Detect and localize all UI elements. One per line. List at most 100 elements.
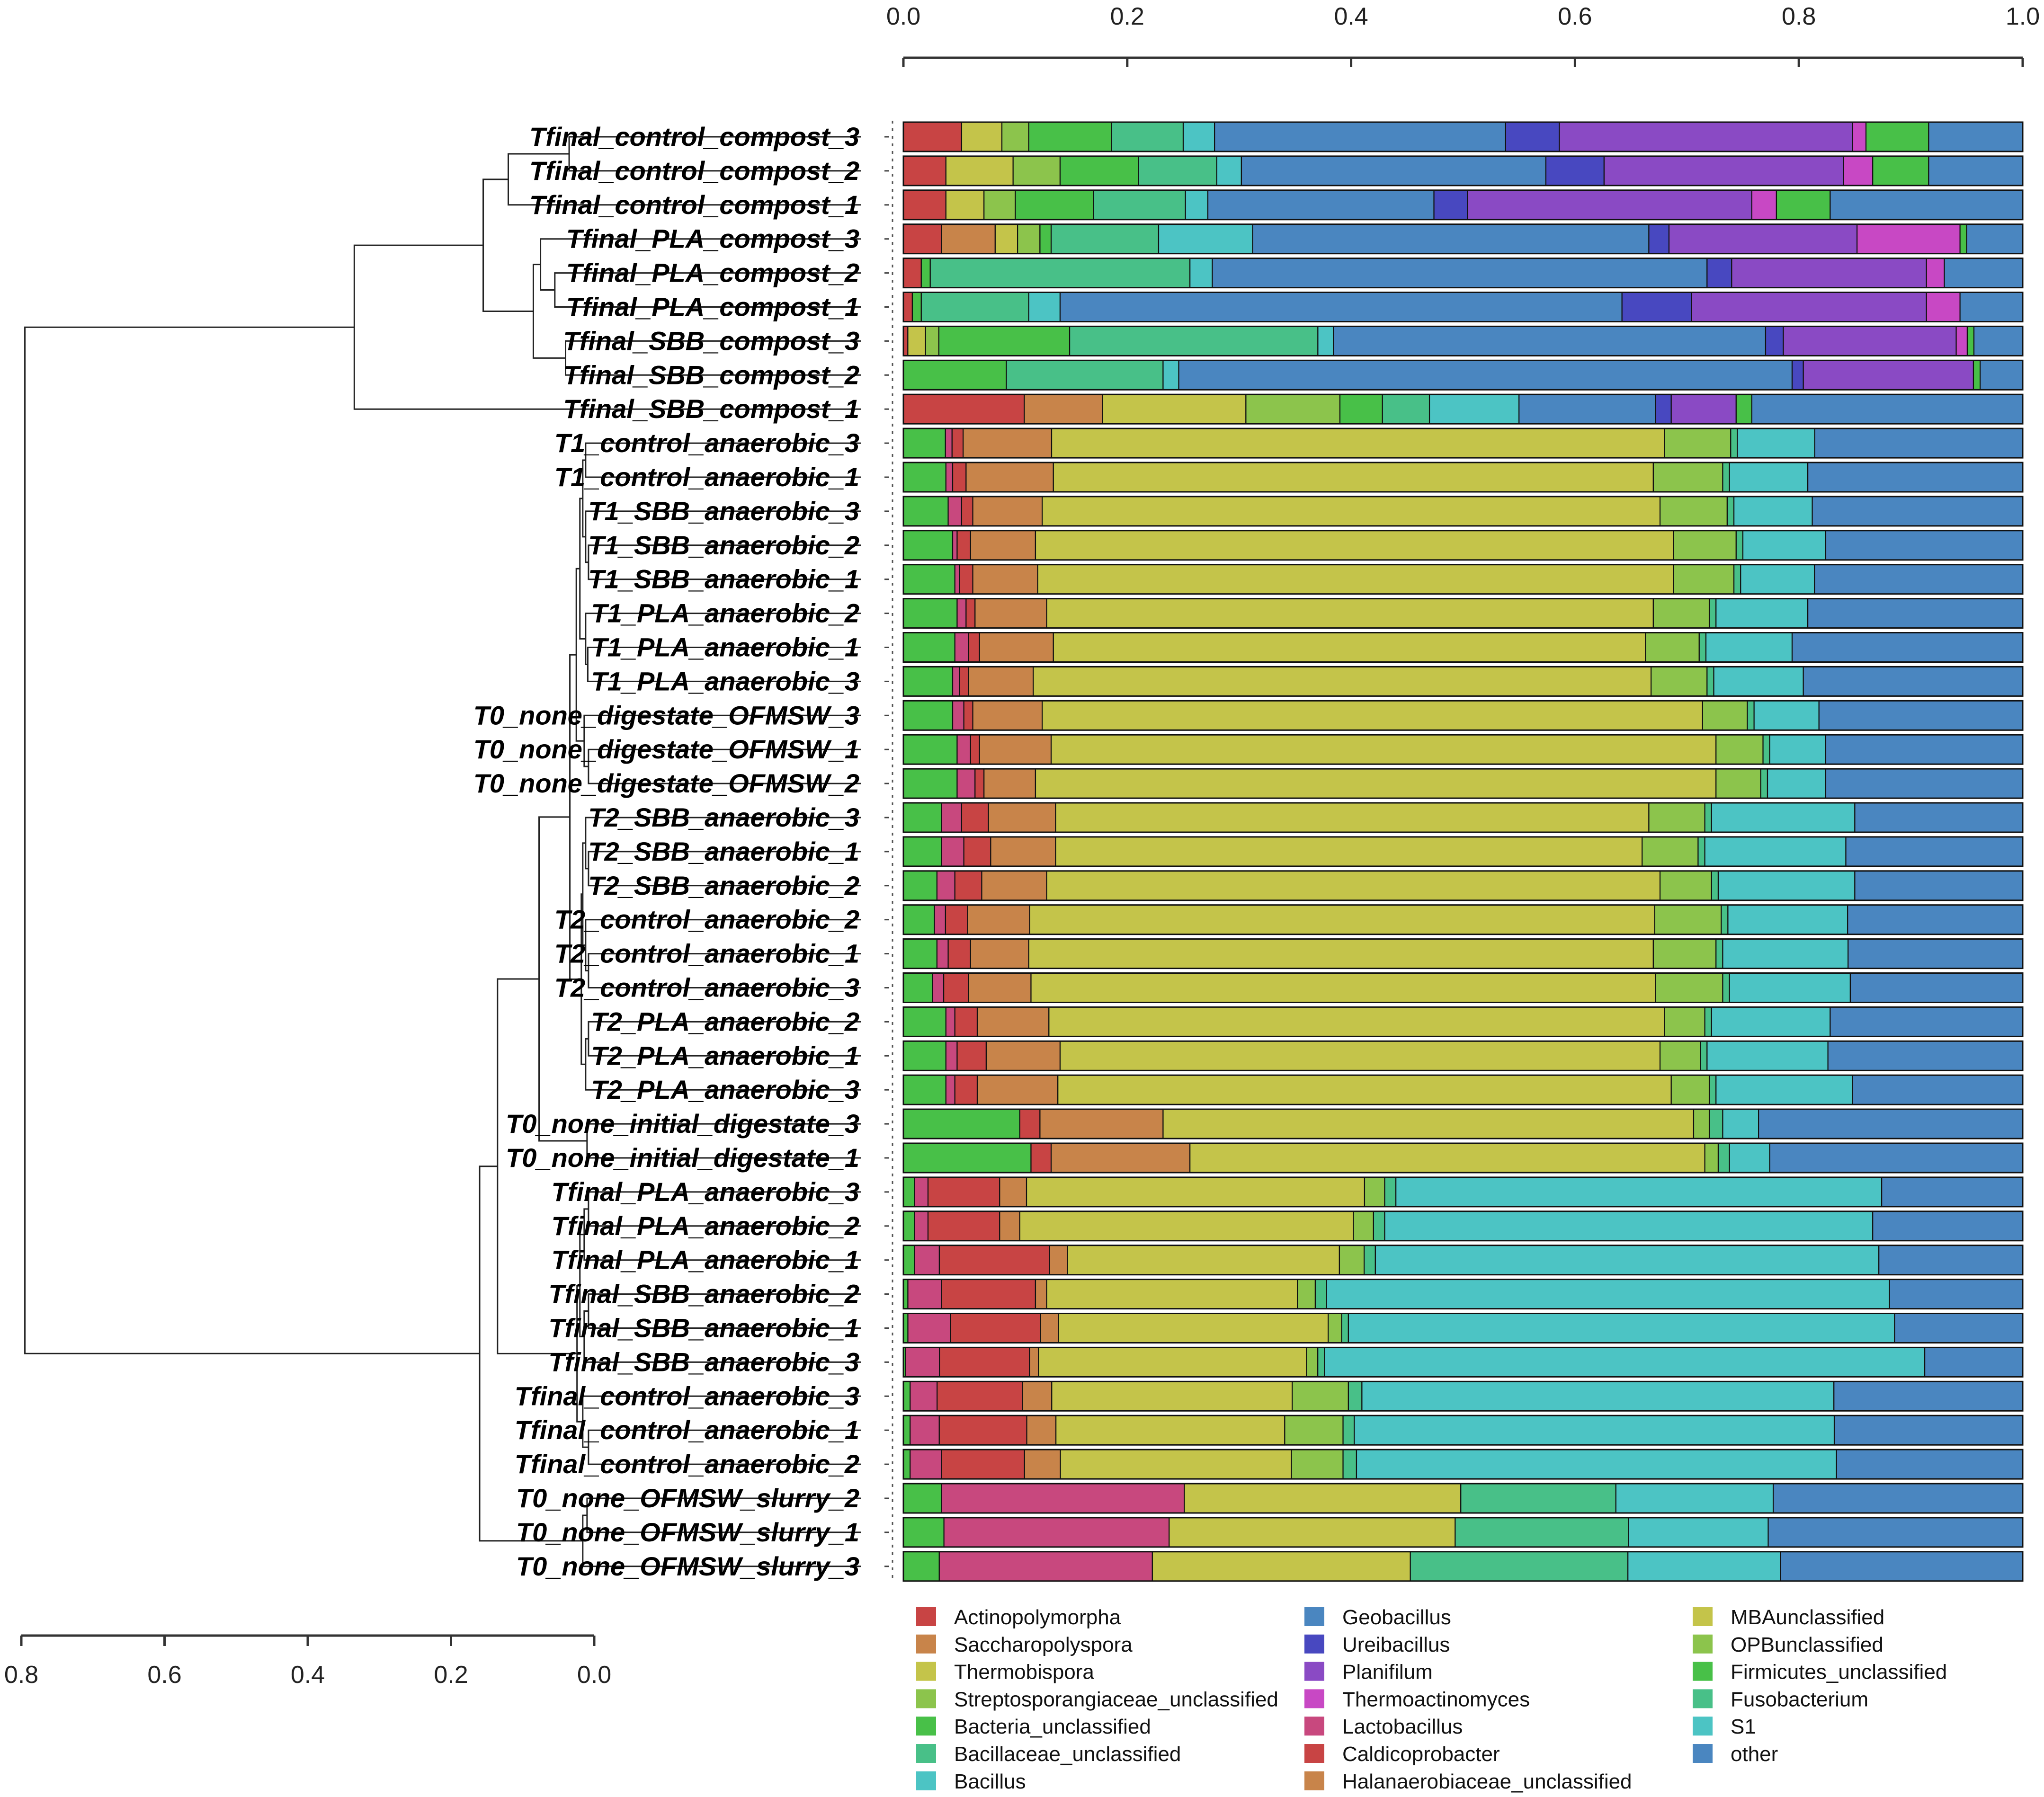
- bar-segment: [1708, 1075, 1717, 1105]
- bar-segment: [1845, 836, 2024, 867]
- sample-label: T0_none_initial_digestate_3: [506, 1109, 859, 1139]
- bar-segment: [902, 462, 946, 493]
- bar-segment: [902, 292, 913, 322]
- legend-label: Streptosporangiaceae_unclassified: [954, 1688, 1278, 1711]
- legend-item: Fusobacterium: [1693, 1688, 1868, 1711]
- bar-segment: [1705, 632, 1793, 663]
- bar-segment: [1711, 870, 1719, 901]
- bar-segment: [1455, 1517, 1629, 1548]
- bar-outline: [902, 427, 2024, 459]
- legend-label: Fusobacterium: [1731, 1688, 1868, 1711]
- bar-row: [884, 700, 2024, 731]
- bar-segment: [910, 1415, 940, 1446]
- bar-segment: [902, 1109, 1020, 1139]
- bar-segment: [1050, 734, 1717, 765]
- bar-segment: [936, 938, 949, 969]
- dendrogram-branch: [538, 816, 587, 1142]
- bar-segment: [976, 1006, 1050, 1037]
- bar-segment: [1460, 1483, 1616, 1514]
- bar-segment: [994, 223, 1018, 254]
- bar-segment: [1049, 1245, 1068, 1275]
- bar-segment: [902, 972, 933, 1003]
- bar-segment: [1317, 326, 1334, 356]
- bar-segment: [1024, 394, 1103, 425]
- legend-item: Firmicutes_unclassified: [1693, 1661, 1947, 1684]
- bar-segment: [902, 1041, 946, 1071]
- bar-row: [884, 325, 2024, 356]
- bar-segment: [905, 1347, 940, 1378]
- bar-segment: [911, 292, 922, 322]
- bar-outline: [902, 462, 2024, 493]
- legend-swatch: [1693, 1717, 1713, 1736]
- bar-segment: [1042, 496, 1661, 527]
- bar-segment: [1158, 223, 1253, 254]
- bar-segment: [914, 1176, 929, 1207]
- bar-segment: [902, 1142, 1032, 1174]
- sample-label: T1_control_anaerobic_3: [554, 428, 859, 458]
- bar-segment: [1395, 1176, 1883, 1207]
- bar-segment: [1872, 1210, 2024, 1241]
- dendrogram-branch: [532, 264, 566, 359]
- bar-outline: [902, 530, 2024, 561]
- bar-segment: [1735, 530, 1744, 560]
- sample-label: Tfinal_control_anaerobic_1: [515, 1415, 859, 1445]
- bar-segment: [1722, 972, 1730, 1003]
- bar-row: [884, 155, 2024, 187]
- bar-segment: [943, 1517, 1170, 1548]
- bar-segment: [1615, 1483, 1774, 1514]
- bar-segment: [1017, 223, 1041, 254]
- legend-item: OPBunclassified: [1693, 1633, 1883, 1656]
- bar-segment: [956, 1041, 987, 1071]
- bar-segment: [1038, 1347, 1307, 1378]
- sample-label: T0_none_digestate_OFMSW_3: [473, 700, 859, 730]
- bar-segment: [1151, 1551, 1411, 1582]
- dendrogram-axis-tick-label: 0.0: [577, 1661, 611, 1689]
- sample-label: T1_PLA_anaerobic_3: [591, 666, 859, 696]
- bar-segment: [902, 394, 1025, 425]
- bar-segment: [1341, 1313, 1349, 1343]
- bar-row: [884, 1176, 2024, 1208]
- bar-segment: [1019, 1210, 1354, 1241]
- bar-segment: [910, 1381, 938, 1412]
- sample-label: Tfinal_SBB_anaerobic_3: [548, 1347, 859, 1377]
- bar-row: [884, 121, 2024, 152]
- legend-item: Halanaerobiaceae_unclassified: [1304, 1770, 1632, 1793]
- bar-segment: [1762, 734, 1770, 765]
- bar-segment: [1673, 564, 1735, 595]
- bar-segment: [1621, 292, 1692, 322]
- bar-segment: [902, 598, 958, 629]
- bar-segment: [1760, 768, 1768, 799]
- bar-segment: [1740, 564, 1815, 595]
- bar-segment: [1648, 802, 1705, 833]
- bar-segment: [1753, 700, 1820, 731]
- bar-outline: [902, 1551, 2024, 1582]
- bar-segment: [1162, 360, 1179, 391]
- bar-segment: [1306, 1347, 1319, 1378]
- sample-label: Tfinal_SBB_compost_2: [563, 360, 860, 390]
- bar-outline: [902, 121, 2024, 152]
- bar-segment: [1042, 700, 1703, 731]
- bar-row: [884, 427, 2024, 459]
- bar-segment: [1807, 462, 2024, 493]
- bar-segment: [1326, 1279, 1890, 1309]
- bar-segment: [1818, 700, 2024, 731]
- bar-segment: [1559, 121, 1853, 152]
- bar-segment: [1973, 326, 2024, 356]
- legend-swatch: [916, 1771, 936, 1790]
- bar-segment: [1291, 1449, 1344, 1480]
- bar-segment: [1364, 1176, 1385, 1207]
- bar-segment: [1055, 836, 1643, 867]
- bar-segment: [1339, 394, 1383, 425]
- sample-label: T1_PLA_anaerobic_2: [591, 598, 859, 628]
- bar-segment: [902, 1245, 915, 1275]
- bar-segment: [902, 666, 954, 697]
- bar-segment: [914, 1245, 940, 1275]
- bar-segment: [902, 1415, 911, 1446]
- bar-segment: [1655, 394, 1672, 425]
- bar-segment: [1652, 938, 1717, 969]
- bar-row: [884, 189, 2024, 221]
- bar-segment: [902, 1176, 915, 1207]
- bar-row: [884, 836, 2024, 867]
- legend-label: Geobacillus: [1342, 1606, 1451, 1629]
- bar-segment: [1030, 1142, 1052, 1174]
